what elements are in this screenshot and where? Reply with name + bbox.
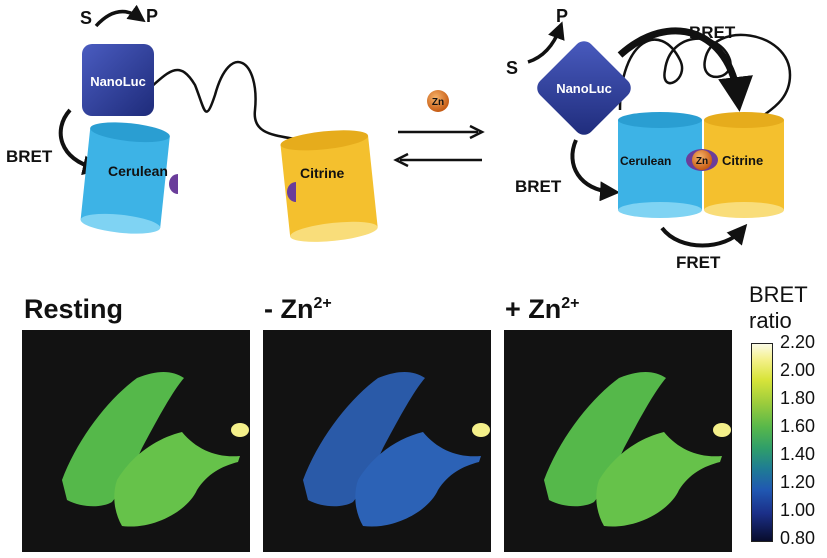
- binding-site-citrine: [287, 182, 296, 202]
- bret-label-top: BRET: [689, 23, 736, 42]
- citrine-cylinder-left: [280, 130, 378, 242]
- nanoluc-label-left: NanoLuc: [90, 74, 146, 89]
- cerulean-label-left: Cerulean: [108, 163, 168, 179]
- colorbar-tick: 1.40: [780, 444, 816, 464]
- substrate-arrow-left: [94, 4, 146, 28]
- cerulean-cylinder-left: [80, 122, 170, 234]
- bret-label-left-lower: BRET: [515, 177, 562, 196]
- colorbar-title-line1: BRET: [749, 282, 808, 307]
- image-panel-plus-zn: [504, 330, 732, 552]
- colorbar-tick: 1.80: [780, 388, 816, 408]
- zinc-ion-center: [427, 90, 449, 112]
- cell-image-minus-zn: [303, 372, 490, 527]
- colorbar: [751, 343, 773, 542]
- linker-left: [149, 60, 301, 142]
- colorbar-tick: 1.00: [780, 500, 816, 520]
- fret-label: FRET: [676, 253, 721, 272]
- bret-arrow-left: [58, 108, 103, 176]
- substrate-label-left: S: [80, 8, 92, 28]
- equilibrium: Zn: [393, 90, 485, 168]
- zinc-ion-bound: [692, 150, 712, 170]
- left-state: S P NanoLuc BRET Cerulean: [6, 4, 378, 242]
- bret-arrow-top: [617, 27, 753, 112]
- nanoluc-box-right: [537, 41, 631, 135]
- citrine-label-left: Citrine: [300, 165, 345, 181]
- colorbar-tick: 0.80: [780, 528, 816, 548]
- nanoluc-label-right: NanoLuc: [556, 81, 612, 96]
- panel-label-minus-zn: - Zn2+: [264, 294, 332, 324]
- sensor-schematic: S P NanoLuc BRET Cerulean: [6, 4, 792, 272]
- colorbar-tick: 1.20: [780, 472, 816, 492]
- binding-site-cerulean: [169, 174, 178, 194]
- cell-image-resting: [62, 372, 249, 527]
- citrine-label-right: Citrine: [722, 153, 763, 168]
- cerulean-label-right: Cerulean: [620, 154, 671, 168]
- colorbar-tick: 1.60: [780, 416, 816, 436]
- colorbar-tick: 2.00: [780, 360, 816, 380]
- cell-image-plus-zn: [544, 372, 731, 527]
- citrine-cylinder-right: [704, 112, 784, 218]
- bret-arrow-left-lower: [570, 139, 620, 202]
- product-label-right: P: [556, 6, 568, 26]
- linker-right: [618, 33, 792, 119]
- bret-label-left: BRET: [6, 147, 53, 166]
- product-label-left: P: [146, 6, 158, 26]
- zinc-label-bound: Zn: [696, 156, 708, 167]
- fret-arrow: [660, 223, 748, 248]
- panel-label-plus-zn: + Zn2+: [505, 294, 580, 324]
- nanoluc-box-left: [82, 44, 154, 116]
- image-panel-minus-zn: [263, 330, 491, 552]
- right-state: S P BRET NanoLuc BRET Cerulean: [506, 6, 792, 272]
- substrate-label-right: S: [506, 58, 518, 78]
- colorbar-title-line2: ratio: [749, 308, 792, 333]
- panel-label-resting: Resting: [24, 294, 124, 324]
- colorbar-tick: 2.20: [780, 332, 816, 352]
- zinc-label-center: Zn: [432, 97, 444, 108]
- substrate-arrow-right: [527, 21, 565, 64]
- image-panel-resting: [22, 330, 250, 552]
